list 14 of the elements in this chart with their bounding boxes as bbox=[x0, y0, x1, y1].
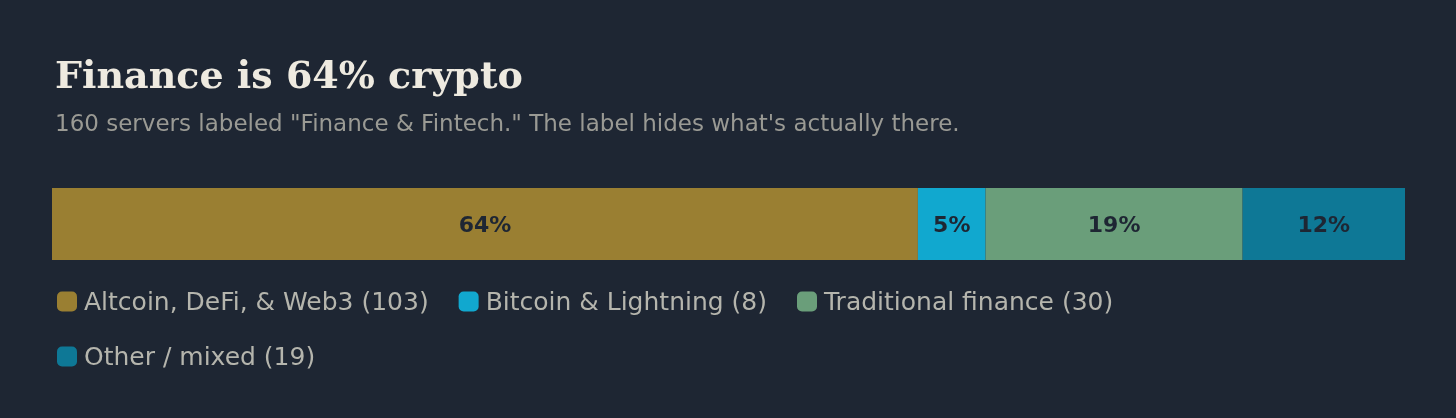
chart-subtitle: 160 servers labeled "Finance & Fintech." The label hides what's actually there. bbox=[55, 109, 960, 136]
data-label: 19% bbox=[1087, 211, 1141, 237]
data-label: 12% bbox=[1297, 211, 1351, 237]
bar bbox=[1242, 188, 1405, 260]
chart-title: Finance is 64% crypto bbox=[55, 51, 523, 97]
legend-label: Other / mixed (19) bbox=[84, 342, 316, 371]
data-label: 5% bbox=[933, 211, 971, 237]
bar bbox=[52, 188, 918, 260]
data-label: 64% bbox=[458, 211, 512, 237]
legend-label: Altcoin, DeFi, & Web3 (103) bbox=[84, 287, 429, 316]
legend-label: Traditional finance (30) bbox=[823, 287, 1114, 316]
bar bbox=[917, 188, 986, 260]
legend-label: Bitcoin & Lightning (8) bbox=[485, 287, 767, 316]
bar bbox=[985, 188, 1243, 260]
